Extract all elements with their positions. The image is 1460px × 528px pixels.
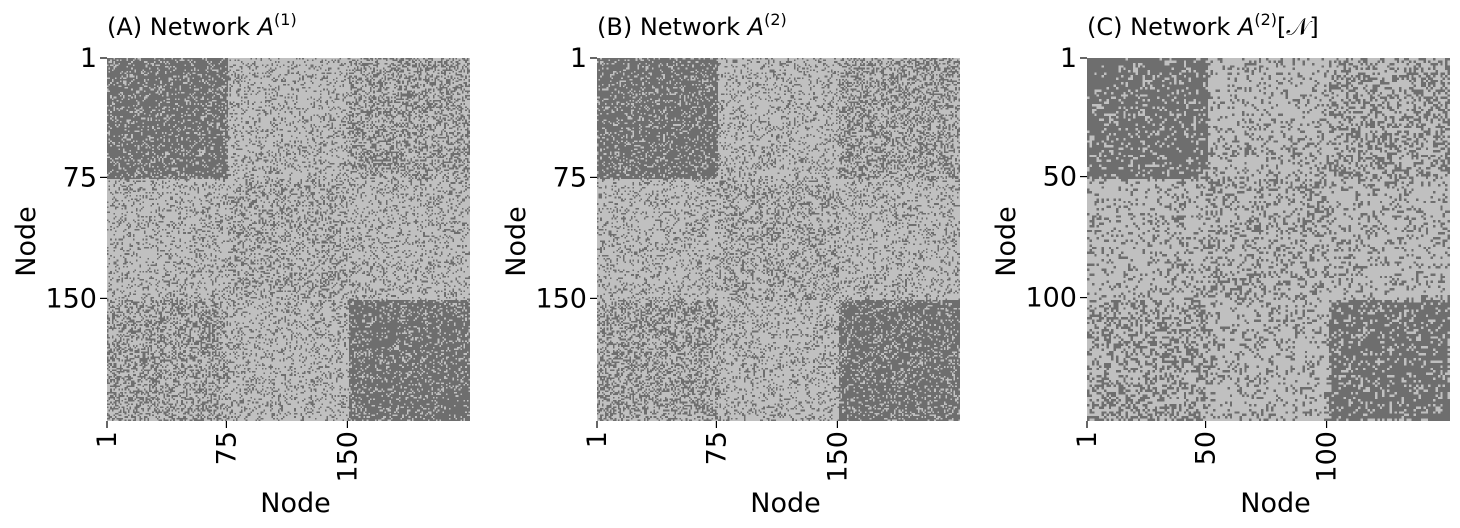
adjacency-heatmap: [597, 58, 960, 421]
y-tick-label: 1: [570, 43, 587, 74]
y-axis-label: Node: [11, 206, 42, 276]
x-tick-label: 75: [211, 431, 242, 465]
y-tick-label: 75: [63, 162, 97, 193]
y-tick-label: 75: [553, 162, 587, 193]
y-tick-label: 1: [80, 43, 97, 74]
y-tick-label: 150: [45, 283, 97, 314]
y-tick-label: 150: [535, 283, 587, 314]
y-axis-label: Node: [991, 206, 1022, 276]
x-tick-label: 50: [1191, 431, 1222, 465]
panel-title: (A) Network A(1): [107, 10, 297, 41]
x-tick-label: 100: [1312, 431, 1343, 483]
x-tick-label: 75: [701, 431, 732, 465]
adjacency-heatmap: [107, 58, 470, 421]
panel-title: (C) Network A(2)[𝒩]: [1087, 10, 1319, 41]
adjacency-heatmap: [1087, 58, 1450, 421]
x-axis-label: Node: [1240, 488, 1310, 519]
x-tick-label: 1: [92, 431, 123, 448]
panel-title: (B) Network A(2): [597, 10, 787, 41]
y-axis-label: Node: [501, 206, 532, 276]
x-tick-label: 150: [332, 431, 363, 483]
y-tick-label: 50: [1043, 162, 1077, 193]
x-tick-label: 150: [822, 431, 853, 483]
x-axis-label: Node: [750, 488, 820, 519]
x-axis-label: Node: [260, 488, 330, 519]
x-tick-label: 1: [582, 431, 613, 448]
y-tick-label: 1: [1060, 43, 1077, 74]
y-tick-label: 100: [1025, 283, 1077, 314]
x-tick-label: 1: [1072, 431, 1103, 448]
